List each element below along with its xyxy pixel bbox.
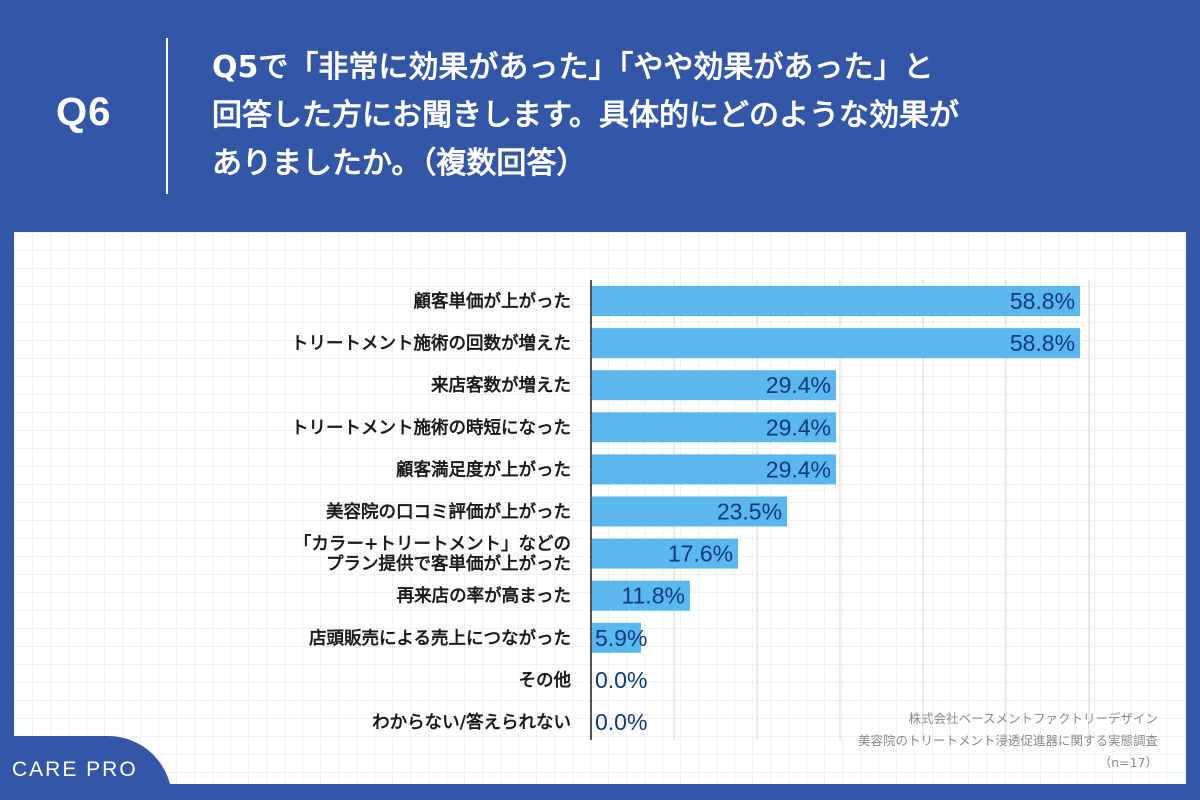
category-label: その他	[519, 670, 572, 691]
question-number: Q6	[56, 90, 112, 134]
bar	[592, 286, 1081, 316]
value-label: 58.8%	[1010, 330, 1075, 356]
value-label: 11.8%	[621, 583, 685, 609]
question-line: Q5で「非常に効果があった」「やや効果があった」と	[212, 50, 934, 85]
value-label: 0.0%	[595, 667, 647, 693]
bar	[592, 370, 837, 401]
chart-panel: 58.8% 顧客単価が上がった 58.8% トリートメント施術の回数が増えた 29.4%…	[14, 232, 1186, 784]
category-label: トリートメント施術の回数が増えた	[291, 333, 571, 354]
logo-text: CARE PRO	[12, 758, 138, 781]
category-label: わからない/答えられない	[372, 712, 571, 733]
category-label: 美容院の口コミ評価が上がった	[326, 502, 571, 523]
category-label: 顧客満足度が上がった	[396, 459, 571, 480]
care-pro-logo: CARE PRO	[0, 736, 172, 800]
value-label: 58.8%	[1010, 288, 1075, 314]
category-label: 「カラー+トリートメント」などのプラン提供で客単価が上がった	[294, 534, 571, 575]
category-label: 顧客単価が上がった	[414, 291, 572, 312]
value-label: 0.0%	[595, 709, 647, 735]
bar	[592, 412, 837, 443]
value-label: 29.4%	[766, 372, 831, 398]
bar	[592, 538, 739, 569]
header: Q6 Q5で「非常に効果があった」「やや効果があった」と 回答した方にお聞きしま…	[0, 0, 1200, 232]
value-label: 17.6%	[668, 541, 733, 567]
value-label: 29.4%	[766, 414, 831, 440]
value-label: 23.5%	[717, 499, 782, 525]
bar	[592, 580, 690, 611]
value-label: 5.9%	[595, 625, 647, 651]
category-label: 店頭販売による売上につながった	[309, 628, 571, 649]
bar	[592, 328, 1081, 359]
bar	[592, 622, 641, 653]
question-text: Q5で「非常に効果があった」「やや効果があった」と 回答した方にお聞きします。具…	[212, 44, 1162, 188]
header-divider	[166, 38, 168, 194]
source-note: 株式会社ベースメントファクトリーデザイン 美容院のトリートメント浸透促進器に関す…	[858, 708, 1158, 774]
source-survey: 美容院のトリートメント浸透促進器に関する実態調査	[857, 733, 1158, 748]
category-label: 来店客数が増えた	[430, 375, 571, 396]
source-sample: （n=17）	[1098, 755, 1158, 770]
bar	[592, 496, 788, 527]
category-label: 再来店の率が高まった	[397, 586, 571, 607]
source-company: 株式会社ベースメントファクトリーデザイン	[908, 711, 1158, 726]
category-label: トリートメント施術の時短になった	[291, 417, 571, 438]
question-line: 回答した方にお聞きします。具体的にどのような効果が	[212, 98, 959, 133]
value-label: 29.4%	[766, 456, 831, 482]
bar	[592, 454, 837, 485]
question-line: ありましたか。（複数回答）	[212, 146, 587, 181]
bar-chart: 58.8% 顧客単価が上がった 58.8% トリートメント施術の回数が増えた 29.4%…	[291, 280, 1090, 740]
